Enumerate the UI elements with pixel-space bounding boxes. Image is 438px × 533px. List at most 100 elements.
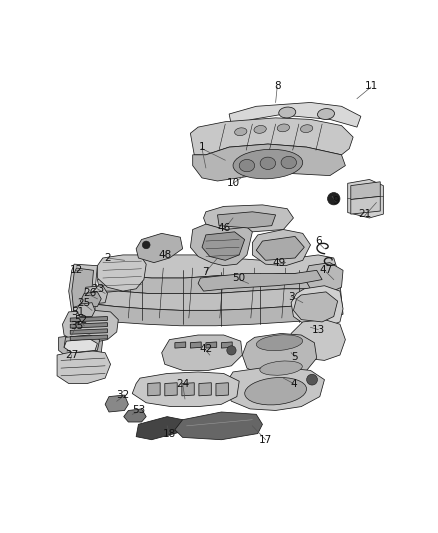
Ellipse shape [254, 125, 266, 133]
Text: 4: 4 [290, 378, 297, 389]
Text: 35: 35 [70, 321, 83, 331]
Text: 50: 50 [233, 273, 246, 283]
Polygon shape [348, 180, 383, 218]
Text: 32: 32 [117, 390, 130, 400]
Polygon shape [57, 350, 110, 384]
Text: 27: 27 [65, 350, 78, 360]
Polygon shape [221, 342, 232, 348]
Polygon shape [293, 292, 338, 322]
Circle shape [142, 241, 150, 249]
Polygon shape [351, 182, 380, 199]
Ellipse shape [245, 377, 307, 405]
Text: 26: 26 [83, 288, 96, 298]
Text: 23: 23 [91, 284, 104, 294]
Polygon shape [100, 255, 338, 280]
Polygon shape [291, 320, 346, 360]
Text: 49: 49 [273, 257, 286, 268]
Polygon shape [216, 383, 228, 396]
Text: 6: 6 [315, 236, 321, 246]
Ellipse shape [260, 157, 276, 169]
Ellipse shape [239, 159, 255, 172]
Ellipse shape [318, 109, 335, 119]
Polygon shape [229, 102, 361, 127]
Text: 11: 11 [364, 80, 378, 91]
Circle shape [328, 192, 340, 205]
Polygon shape [204, 205, 293, 232]
Polygon shape [252, 230, 311, 265]
Polygon shape [136, 233, 183, 263]
Polygon shape [351, 196, 380, 214]
Polygon shape [124, 409, 146, 422]
Polygon shape [70, 317, 107, 322]
Polygon shape [59, 335, 103, 358]
Polygon shape [97, 255, 146, 291]
Polygon shape [182, 383, 194, 396]
Text: 42: 42 [199, 344, 212, 354]
Text: 53: 53 [132, 406, 145, 415]
Ellipse shape [256, 335, 303, 351]
Polygon shape [69, 264, 97, 312]
Polygon shape [162, 335, 242, 370]
Text: 18: 18 [163, 429, 176, 439]
Text: 9: 9 [332, 196, 339, 206]
Polygon shape [242, 334, 317, 376]
Ellipse shape [300, 125, 313, 133]
Text: 24: 24 [176, 378, 189, 389]
Text: 12: 12 [70, 265, 83, 276]
Polygon shape [202, 232, 245, 260]
Text: 48: 48 [158, 250, 171, 260]
Polygon shape [206, 342, 217, 348]
Polygon shape [64, 339, 97, 353]
Polygon shape [175, 342, 186, 348]
Polygon shape [191, 118, 353, 155]
Text: 25: 25 [78, 297, 91, 308]
Ellipse shape [281, 156, 297, 168]
Text: 52: 52 [74, 316, 87, 325]
Polygon shape [191, 224, 252, 265]
Polygon shape [199, 383, 211, 396]
Polygon shape [70, 335, 107, 341]
Ellipse shape [277, 124, 290, 132]
Polygon shape [304, 263, 343, 294]
Circle shape [307, 374, 318, 385]
Polygon shape [132, 372, 239, 407]
Text: 51: 51 [71, 307, 85, 317]
Ellipse shape [233, 149, 303, 179]
Ellipse shape [235, 128, 247, 135]
Text: 46: 46 [217, 223, 230, 233]
Polygon shape [77, 303, 95, 317]
Text: 21: 21 [358, 209, 371, 219]
Polygon shape [80, 292, 101, 308]
Ellipse shape [279, 107, 296, 118]
Polygon shape [165, 383, 177, 396]
Polygon shape [148, 383, 160, 396]
Polygon shape [224, 368, 325, 410]
Text: 13: 13 [311, 325, 325, 335]
Text: 7: 7 [202, 267, 209, 277]
Polygon shape [256, 237, 304, 260]
Text: 1: 1 [199, 142, 205, 152]
Polygon shape [95, 299, 343, 326]
Polygon shape [70, 329, 107, 334]
Polygon shape [191, 342, 201, 348]
Polygon shape [136, 417, 183, 440]
Polygon shape [64, 335, 100, 353]
Polygon shape [70, 322, 107, 328]
Polygon shape [105, 395, 128, 412]
Text: 47: 47 [319, 265, 332, 276]
Polygon shape [63, 310, 118, 343]
Text: 8: 8 [274, 80, 280, 91]
Polygon shape [95, 284, 342, 310]
Text: 2: 2 [104, 253, 111, 263]
Polygon shape [198, 270, 322, 291]
Circle shape [227, 346, 236, 355]
Text: 10: 10 [226, 179, 240, 188]
Polygon shape [218, 212, 276, 228]
Polygon shape [193, 144, 346, 181]
Ellipse shape [260, 361, 302, 375]
Text: 3: 3 [288, 292, 294, 302]
Text: 5: 5 [292, 352, 298, 361]
Polygon shape [175, 412, 262, 440]
Polygon shape [97, 270, 340, 294]
Text: 17: 17 [259, 435, 272, 445]
